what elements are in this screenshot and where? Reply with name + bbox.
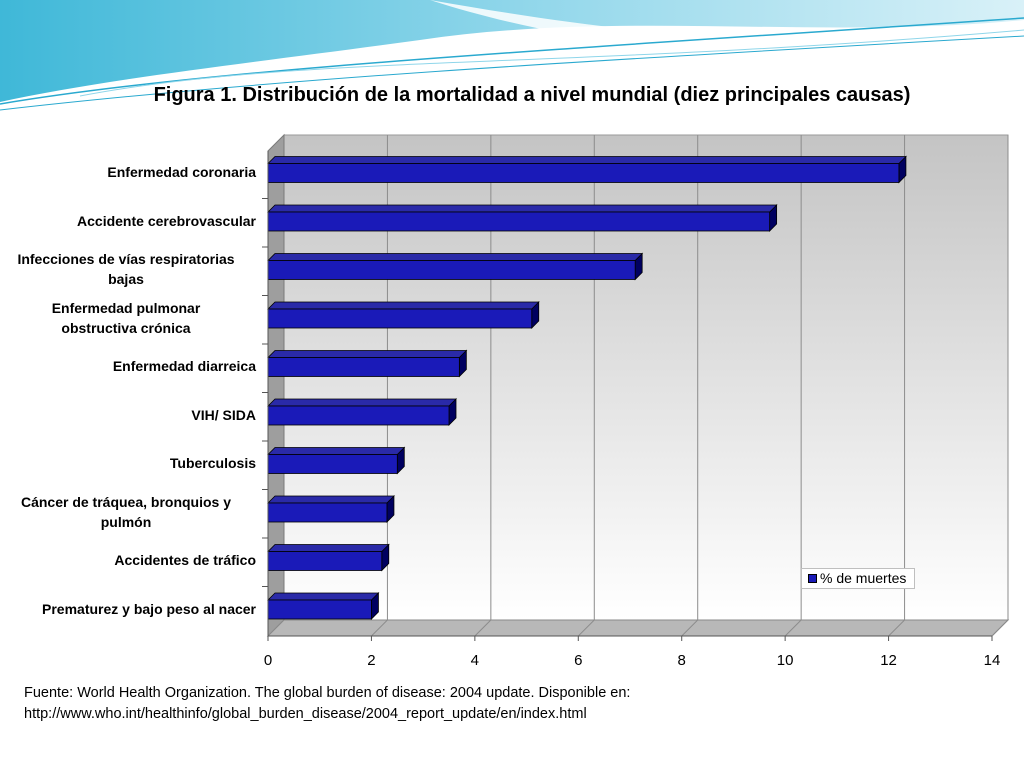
gridline-floor (991, 619, 1009, 637)
bar (267, 495, 395, 523)
bar-top (267, 204, 778, 213)
figure-title: Figura 1. Distribución de la mortalidad … (153, 84, 911, 106)
bar-front (267, 357, 460, 377)
category-label: Prematurez y bajo peso al nacer (0, 599, 256, 619)
category-label-line: Enfermedad coronaria (107, 164, 256, 180)
gridline-floor (577, 619, 595, 637)
category-label: Enfermedad diarreica (0, 356, 256, 376)
bar-top (267, 398, 457, 407)
bar (267, 446, 406, 475)
bar (267, 398, 457, 426)
bar-top (267, 350, 468, 358)
bar-top (267, 253, 644, 261)
footnote-line-2: http://www.who.int/healthinfo/global_bur… (24, 706, 587, 722)
category-label: Enfermedad coronaria (0, 162, 256, 182)
category-label: Infecciones de vías respiratorias bajas (0, 249, 256, 289)
footnote: Fuente: World Health Organization. The g… (24, 683, 1004, 725)
gridline-floor (371, 619, 388, 637)
bar (267, 252, 644, 281)
category-label: Cáncer de tráquea, bronquios y pulmón (0, 492, 256, 532)
bar-front (267, 551, 383, 571)
legend-swatch (808, 574, 817, 583)
category-label-line: Accidentes de tráfico (114, 552, 256, 568)
x-tick-label: 2 (367, 652, 375, 669)
category-label-line: Infecciones de vías respiratorias (17, 251, 235, 267)
category-label-line: obstructiva crónica (61, 319, 191, 336)
bar (267, 592, 380, 620)
gridline-floor (474, 619, 492, 637)
category-label: Accidentes de tráfico (0, 550, 256, 570)
x-tick-label: 6 (574, 652, 582, 669)
x-tick-label: 10 (777, 652, 794, 669)
category-label: Enfermedad pulmonar obstructiva crónica (0, 298, 256, 338)
bar (267, 543, 390, 572)
bar (267, 155, 907, 184)
x-tick-label: 4 (471, 652, 479, 669)
bar-top (267, 495, 395, 504)
category-label-line: VIH/ SIDA (191, 406, 256, 423)
category-label-line: bajas (108, 271, 144, 287)
category-label-line: Cáncer de tráquea, bronquios y (20, 493, 232, 510)
gridline-floor (681, 619, 699, 637)
category-label-line: Accidente cerebrovascular (77, 212, 256, 229)
category-label: Tuberculosis (0, 453, 256, 473)
legend-label: % de muertes (820, 570, 907, 586)
bar-front (267, 260, 636, 280)
bar (267, 204, 778, 232)
bar-front (267, 308, 533, 329)
bar-front (267, 405, 450, 426)
bar (267, 301, 540, 329)
category-label-line: Enfermedad pulmonar (51, 299, 201, 316)
bar-top (267, 301, 540, 310)
bar-front (267, 502, 388, 523)
bar (267, 349, 468, 378)
gridline-floor (888, 619, 905, 637)
bar-chart: 0 2 4 6 8 10 12 14 (262, 133, 1010, 669)
category-label-line: pulmón (100, 513, 152, 530)
x-tick-label: 0 (264, 652, 272, 669)
category-label-line: Enfermedad diarreica (112, 358, 256, 374)
bar-top (267, 156, 907, 164)
footnote-line-1: Fuente: World Health Organization. The g… (24, 685, 631, 701)
category-label: VIH/ SIDA (0, 405, 256, 425)
bar-front (267, 599, 372, 620)
bar-top (267, 544, 390, 552)
x-tick-label: 12 (880, 652, 897, 669)
category-label: Accidente cerebrovascular (0, 211, 256, 231)
category-label-line: Prematurez y bajo peso al nacer (42, 600, 256, 617)
bar-top (267, 592, 380, 601)
gridline-floor (784, 619, 802, 637)
x-tick-label: 8 (678, 652, 686, 669)
bar-front (267, 211, 771, 232)
bar-front (267, 454, 398, 474)
category-label-line: Tuberculosis (169, 455, 256, 471)
bar-top (267, 447, 406, 455)
chart-legend: % de muertes (801, 568, 915, 589)
x-tick-label: 14 (984, 652, 1001, 669)
bar-front (267, 163, 900, 183)
